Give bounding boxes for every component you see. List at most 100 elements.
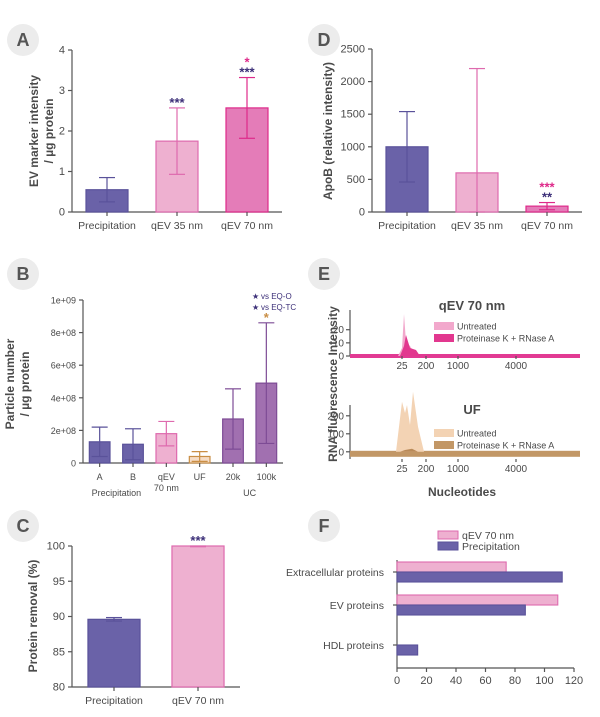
series-treated-fill <box>350 354 580 358</box>
y-axis-label: EV marker intensity <box>27 75 41 187</box>
y-axis-label: ApoB (relative intensity) <box>321 62 335 200</box>
x-tick-label: 4000 <box>505 361 528 372</box>
x-tick-label: qEV 70 nm <box>521 220 573 232</box>
legend-star-marker: ★ <box>252 292 259 301</box>
panel-label-e: E <box>308 258 340 290</box>
series-untreated-peak <box>398 313 416 356</box>
y-tick-label: 0 <box>359 207 365 219</box>
bar <box>396 594 559 606</box>
y-tick-label: 1 <box>59 166 65 178</box>
y-tick-label: HDL proteins <box>323 640 384 652</box>
legend-label: Proteinase K + RNase A <box>457 334 554 344</box>
x-axis-label: Nucleotides <box>428 485 496 499</box>
significance-stars: *** <box>239 65 255 80</box>
y-tick-label: 200 <box>327 411 344 422</box>
bar <box>396 571 563 583</box>
panel-label-f: F <box>308 510 340 542</box>
bar <box>225 107 269 213</box>
legend-swatch <box>437 530 459 540</box>
x-tick-label: A <box>97 472 103 482</box>
significance-stars: * <box>244 55 250 70</box>
x-tick-label: Precipitation <box>78 220 136 232</box>
y-tick-label: 20 <box>333 325 345 336</box>
subplot-title: UF <box>463 402 480 417</box>
x-tick-label: 25 <box>396 361 408 372</box>
legend-swatch <box>434 322 454 330</box>
series-treated-peak <box>400 448 418 452</box>
subplot-title: qEV 70 nm <box>439 298 505 313</box>
legend-swatch <box>434 334 454 342</box>
y-tick-label: 4 <box>59 45 65 57</box>
x-tick-label: 70 nm <box>154 483 179 493</box>
y-tick-label: 85 <box>53 646 65 658</box>
y-axis-label: Protein removal (%) <box>26 560 40 673</box>
y-tick-label: 2000 <box>341 76 365 88</box>
x-tick-label: 1000 <box>447 464 470 475</box>
y-tick-label: 3 <box>59 85 65 97</box>
legend-label: Untreated <box>457 322 497 332</box>
y-tick-label: 2500 <box>341 44 365 56</box>
significance-stars: ** <box>542 190 553 205</box>
x-tick-label: 60 <box>479 675 491 687</box>
series-untreated-peak <box>396 391 424 452</box>
y-tick-label: 0 <box>71 459 76 469</box>
x-tick-label: 120 <box>565 675 583 687</box>
y-tick-label: 500 <box>347 174 365 186</box>
x-tick-label: 0 <box>394 675 400 687</box>
y-tick-label: 1e+09 <box>51 296 76 306</box>
y-tick-label: 0 <box>338 352 344 363</box>
series-treated-fill <box>350 450 580 457</box>
x-tick-label: 100 <box>535 675 553 687</box>
x-tick-label: 4000 <box>505 464 528 475</box>
x-tick-label: 80 <box>509 675 521 687</box>
significance-stars: *** <box>190 533 206 548</box>
y-tick-label: 4e+08 <box>51 393 76 403</box>
panel-label-c: C <box>7 510 39 542</box>
bar <box>396 604 526 616</box>
legend-star-marker: ★ <box>252 303 259 312</box>
y-tick-label: 0 <box>59 207 65 219</box>
y-tick-label: 80 <box>53 682 65 694</box>
panel-label-d: D <box>308 24 340 56</box>
x-tick-label: 200 <box>418 464 435 475</box>
x-tick-label: B <box>130 472 136 482</box>
x-tick-label: qEV 70 nm <box>221 220 273 232</box>
legend-label: Proteinase K + RNase A <box>457 441 554 451</box>
bar <box>171 545 225 688</box>
x-tick-label: qEV <box>158 472 175 482</box>
significance-stars: * <box>264 310 270 325</box>
legend-swatch <box>434 429 454 437</box>
legend-label: vs EQ-TC <box>261 303 296 312</box>
x-tick-label: Precipitation <box>85 695 143 707</box>
x-tick-label: Precipitation <box>378 220 436 232</box>
x-tick-label: 20 <box>420 675 432 687</box>
series-treated-peak <box>400 334 420 356</box>
legend-label: vs EQ-O <box>261 292 292 301</box>
x-tick-label: 25 <box>396 464 408 475</box>
significance-stars: *** <box>169 95 185 110</box>
y-tick-label: 2e+08 <box>51 426 76 436</box>
y-tick-label: 90 <box>53 611 65 623</box>
x-tick-label: qEV 35 nm <box>151 220 203 232</box>
legend-label: Untreated <box>457 429 497 439</box>
y-tick-label: 1500 <box>341 109 365 121</box>
y-tick-label: Extracellular proteins <box>286 567 384 579</box>
y-tick-label: 10 <box>333 338 345 349</box>
panel-label-b: B <box>7 258 39 290</box>
legend-swatch <box>434 441 454 449</box>
y-axis-label: Particle number <box>3 338 17 429</box>
x-tick-label: 1000 <box>447 361 470 372</box>
x-tick-label: 40 <box>450 675 462 687</box>
bar <box>87 618 141 688</box>
y-tick-label: 2 <box>59 126 65 138</box>
y-tick-label: 0 <box>338 447 344 458</box>
y-tick-label: 1000 <box>341 141 365 153</box>
y-axis-label: / µg protein <box>18 352 32 417</box>
x-tick-label: qEV 70 nm <box>172 695 224 707</box>
bar <box>396 644 419 656</box>
bar <box>396 561 507 573</box>
x-tick-label: UF <box>194 472 206 482</box>
legend-swatch <box>437 541 459 551</box>
group-label: Precipitation <box>92 488 142 498</box>
